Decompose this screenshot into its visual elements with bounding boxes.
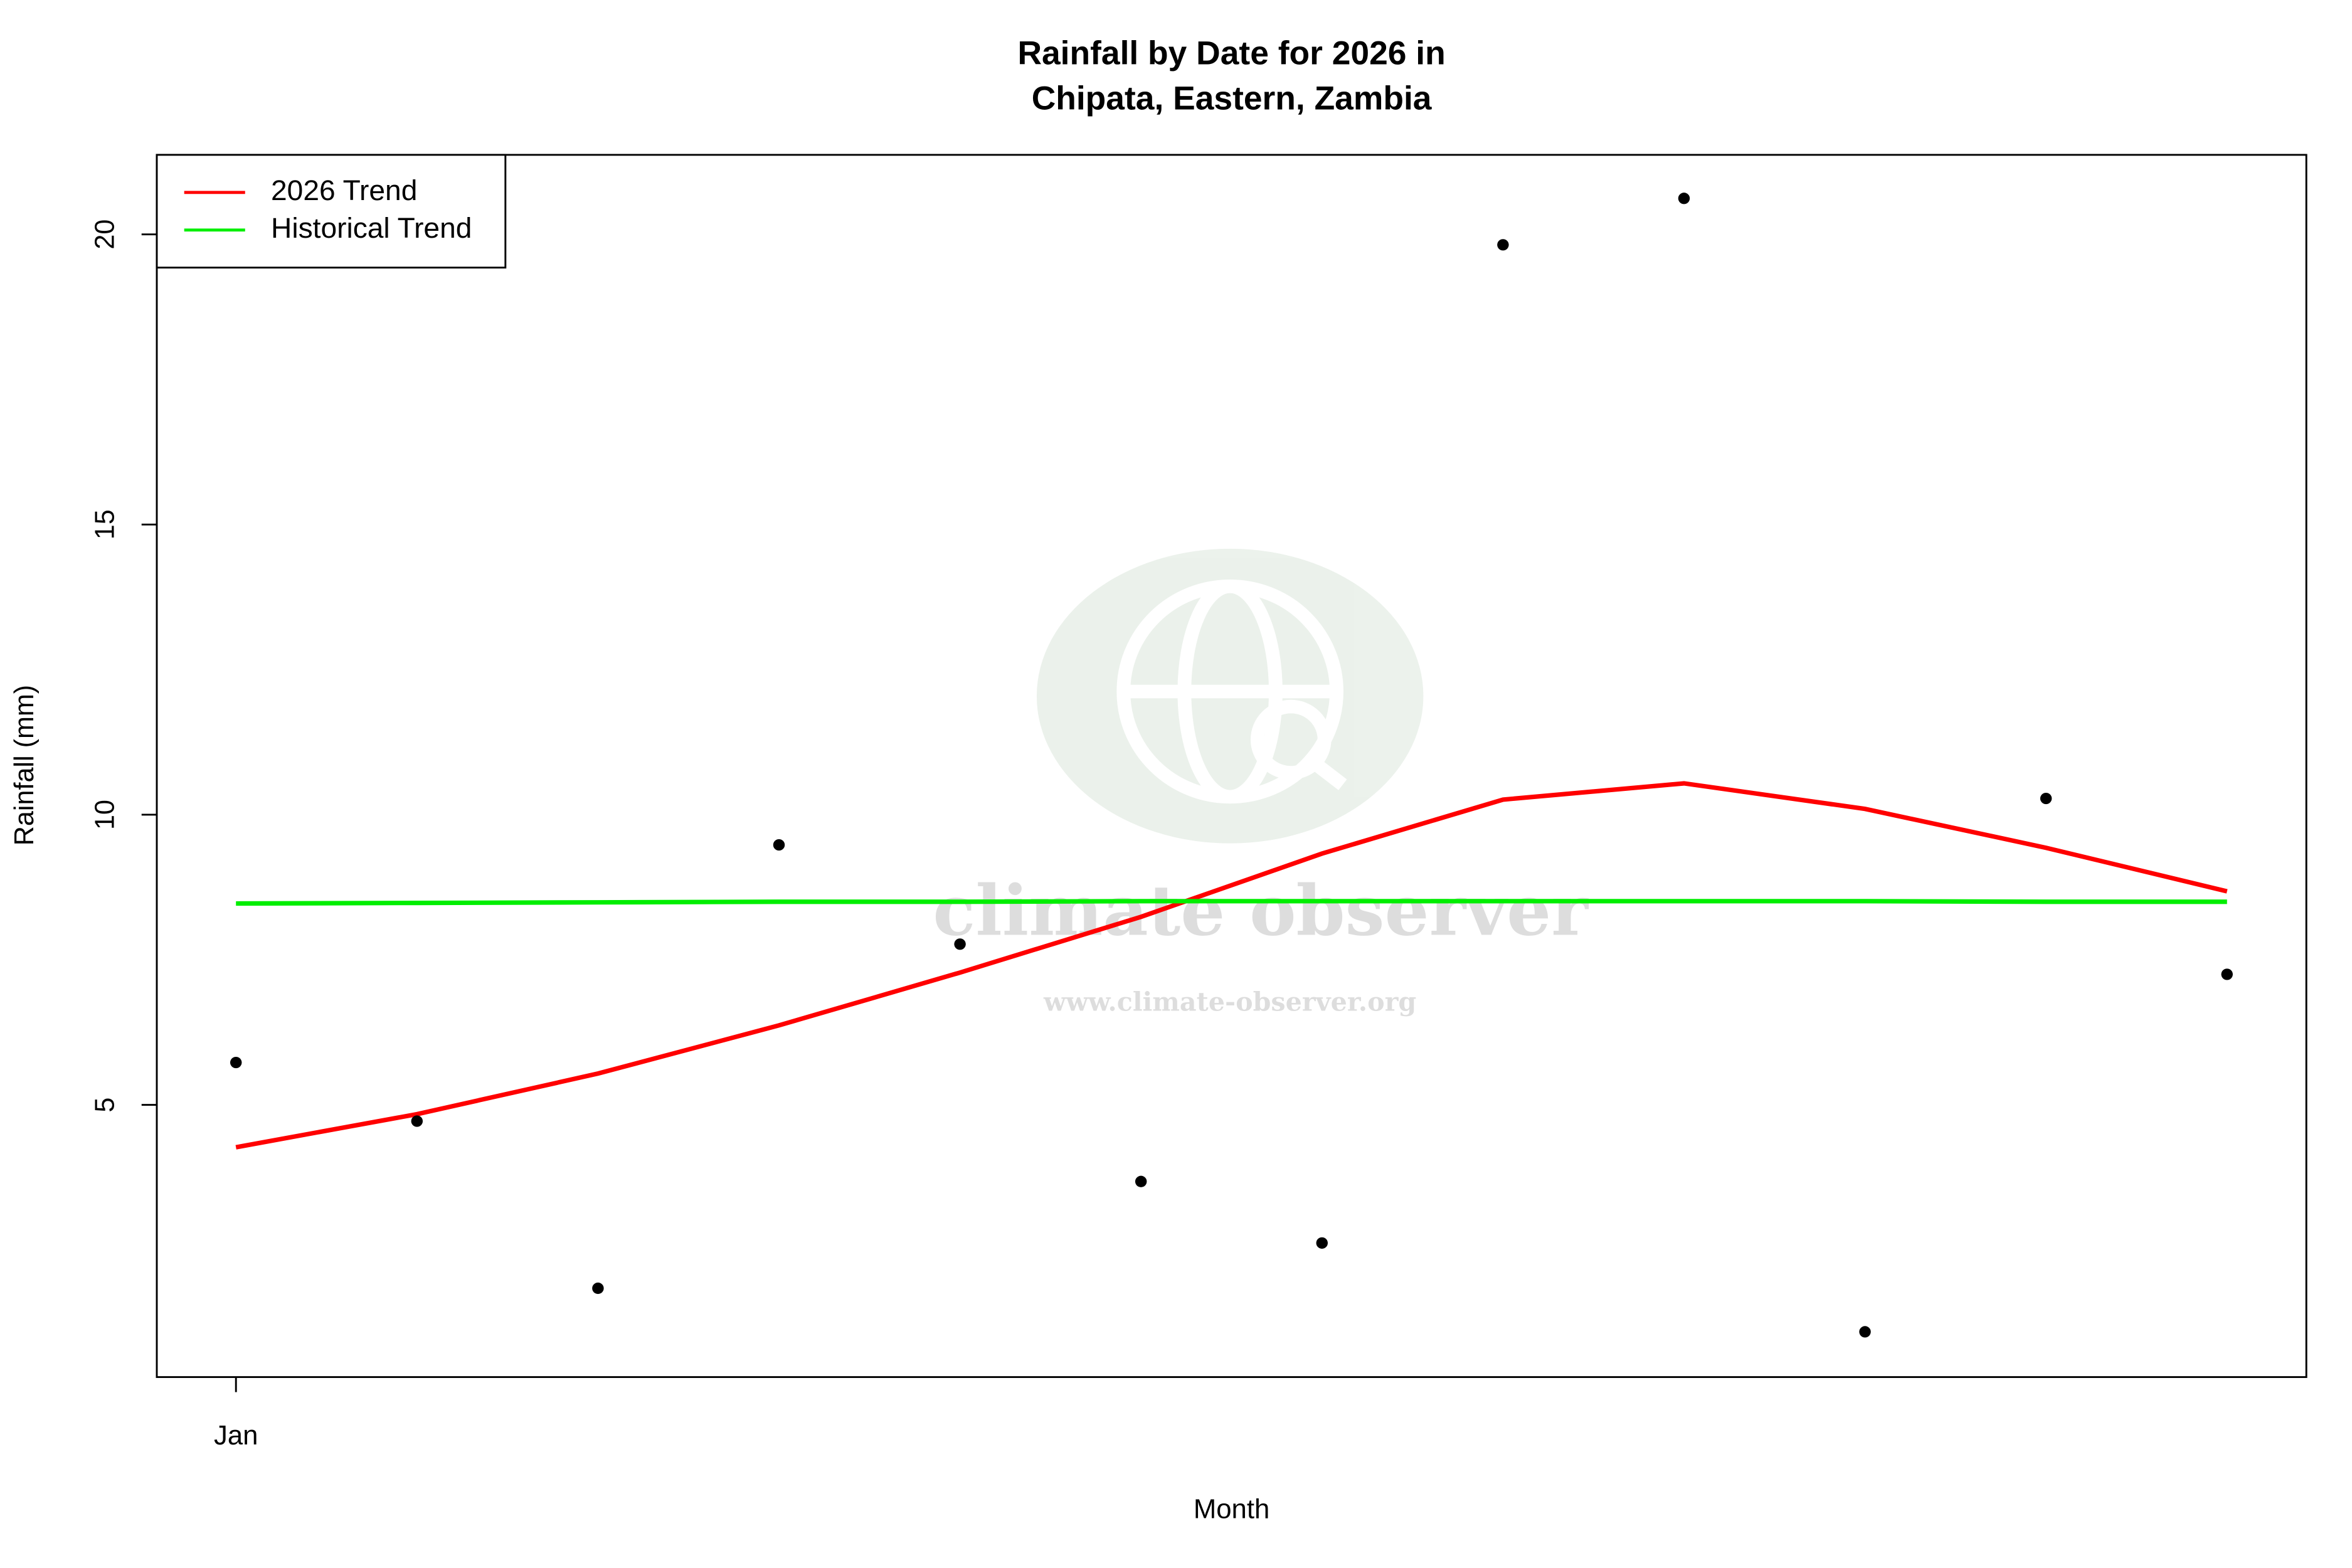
legend-label: 2026 Trend bbox=[271, 174, 417, 206]
data-point bbox=[411, 1115, 423, 1127]
x-axis-label: Month bbox=[1194, 1495, 1269, 1525]
data-point bbox=[2040, 792, 2052, 805]
y-tick-label: 5 bbox=[90, 1098, 120, 1113]
trend-line bbox=[235, 781, 2228, 1150]
watermark-badge bbox=[1036, 548, 1424, 844]
trend-line bbox=[236, 899, 2227, 906]
legend-label: Historical Trend bbox=[271, 212, 472, 244]
y-tick-label: 20 bbox=[90, 220, 120, 250]
y-axis-label: Rainfall (mm) bbox=[9, 685, 40, 845]
y-tick-label: 15 bbox=[90, 509, 120, 539]
chart-title: Rainfall by Date for 2026 in bbox=[1017, 35, 1445, 72]
x-tick-label: Jan bbox=[214, 1421, 258, 1451]
data-point bbox=[2221, 968, 2233, 980]
data-point bbox=[230, 1056, 242, 1069]
watermark-title: climate observer bbox=[933, 871, 1589, 951]
watermark: climate observer www.climate-observer.or… bbox=[933, 548, 1589, 1017]
data-point bbox=[1316, 1237, 1328, 1249]
chart-subtitle: Chipata, Eastern, Zambia bbox=[1032, 80, 1432, 117]
data-point bbox=[1859, 1326, 1871, 1338]
data-point bbox=[1497, 239, 1509, 251]
watermark-icon bbox=[1116, 580, 1347, 804]
data-point bbox=[592, 1282, 604, 1295]
data-point bbox=[1678, 193, 1690, 204]
plot-frame bbox=[156, 154, 2307, 1379]
data-point bbox=[773, 839, 785, 851]
legend: 2026 Trend Historical Trend bbox=[156, 154, 507, 269]
legend-box bbox=[156, 154, 507, 269]
watermark-url: www.climate-observer.org bbox=[1043, 987, 1416, 1017]
data-point bbox=[1135, 1175, 1147, 1187]
data-point bbox=[954, 938, 966, 950]
y-tick-label: 10 bbox=[90, 800, 120, 830]
